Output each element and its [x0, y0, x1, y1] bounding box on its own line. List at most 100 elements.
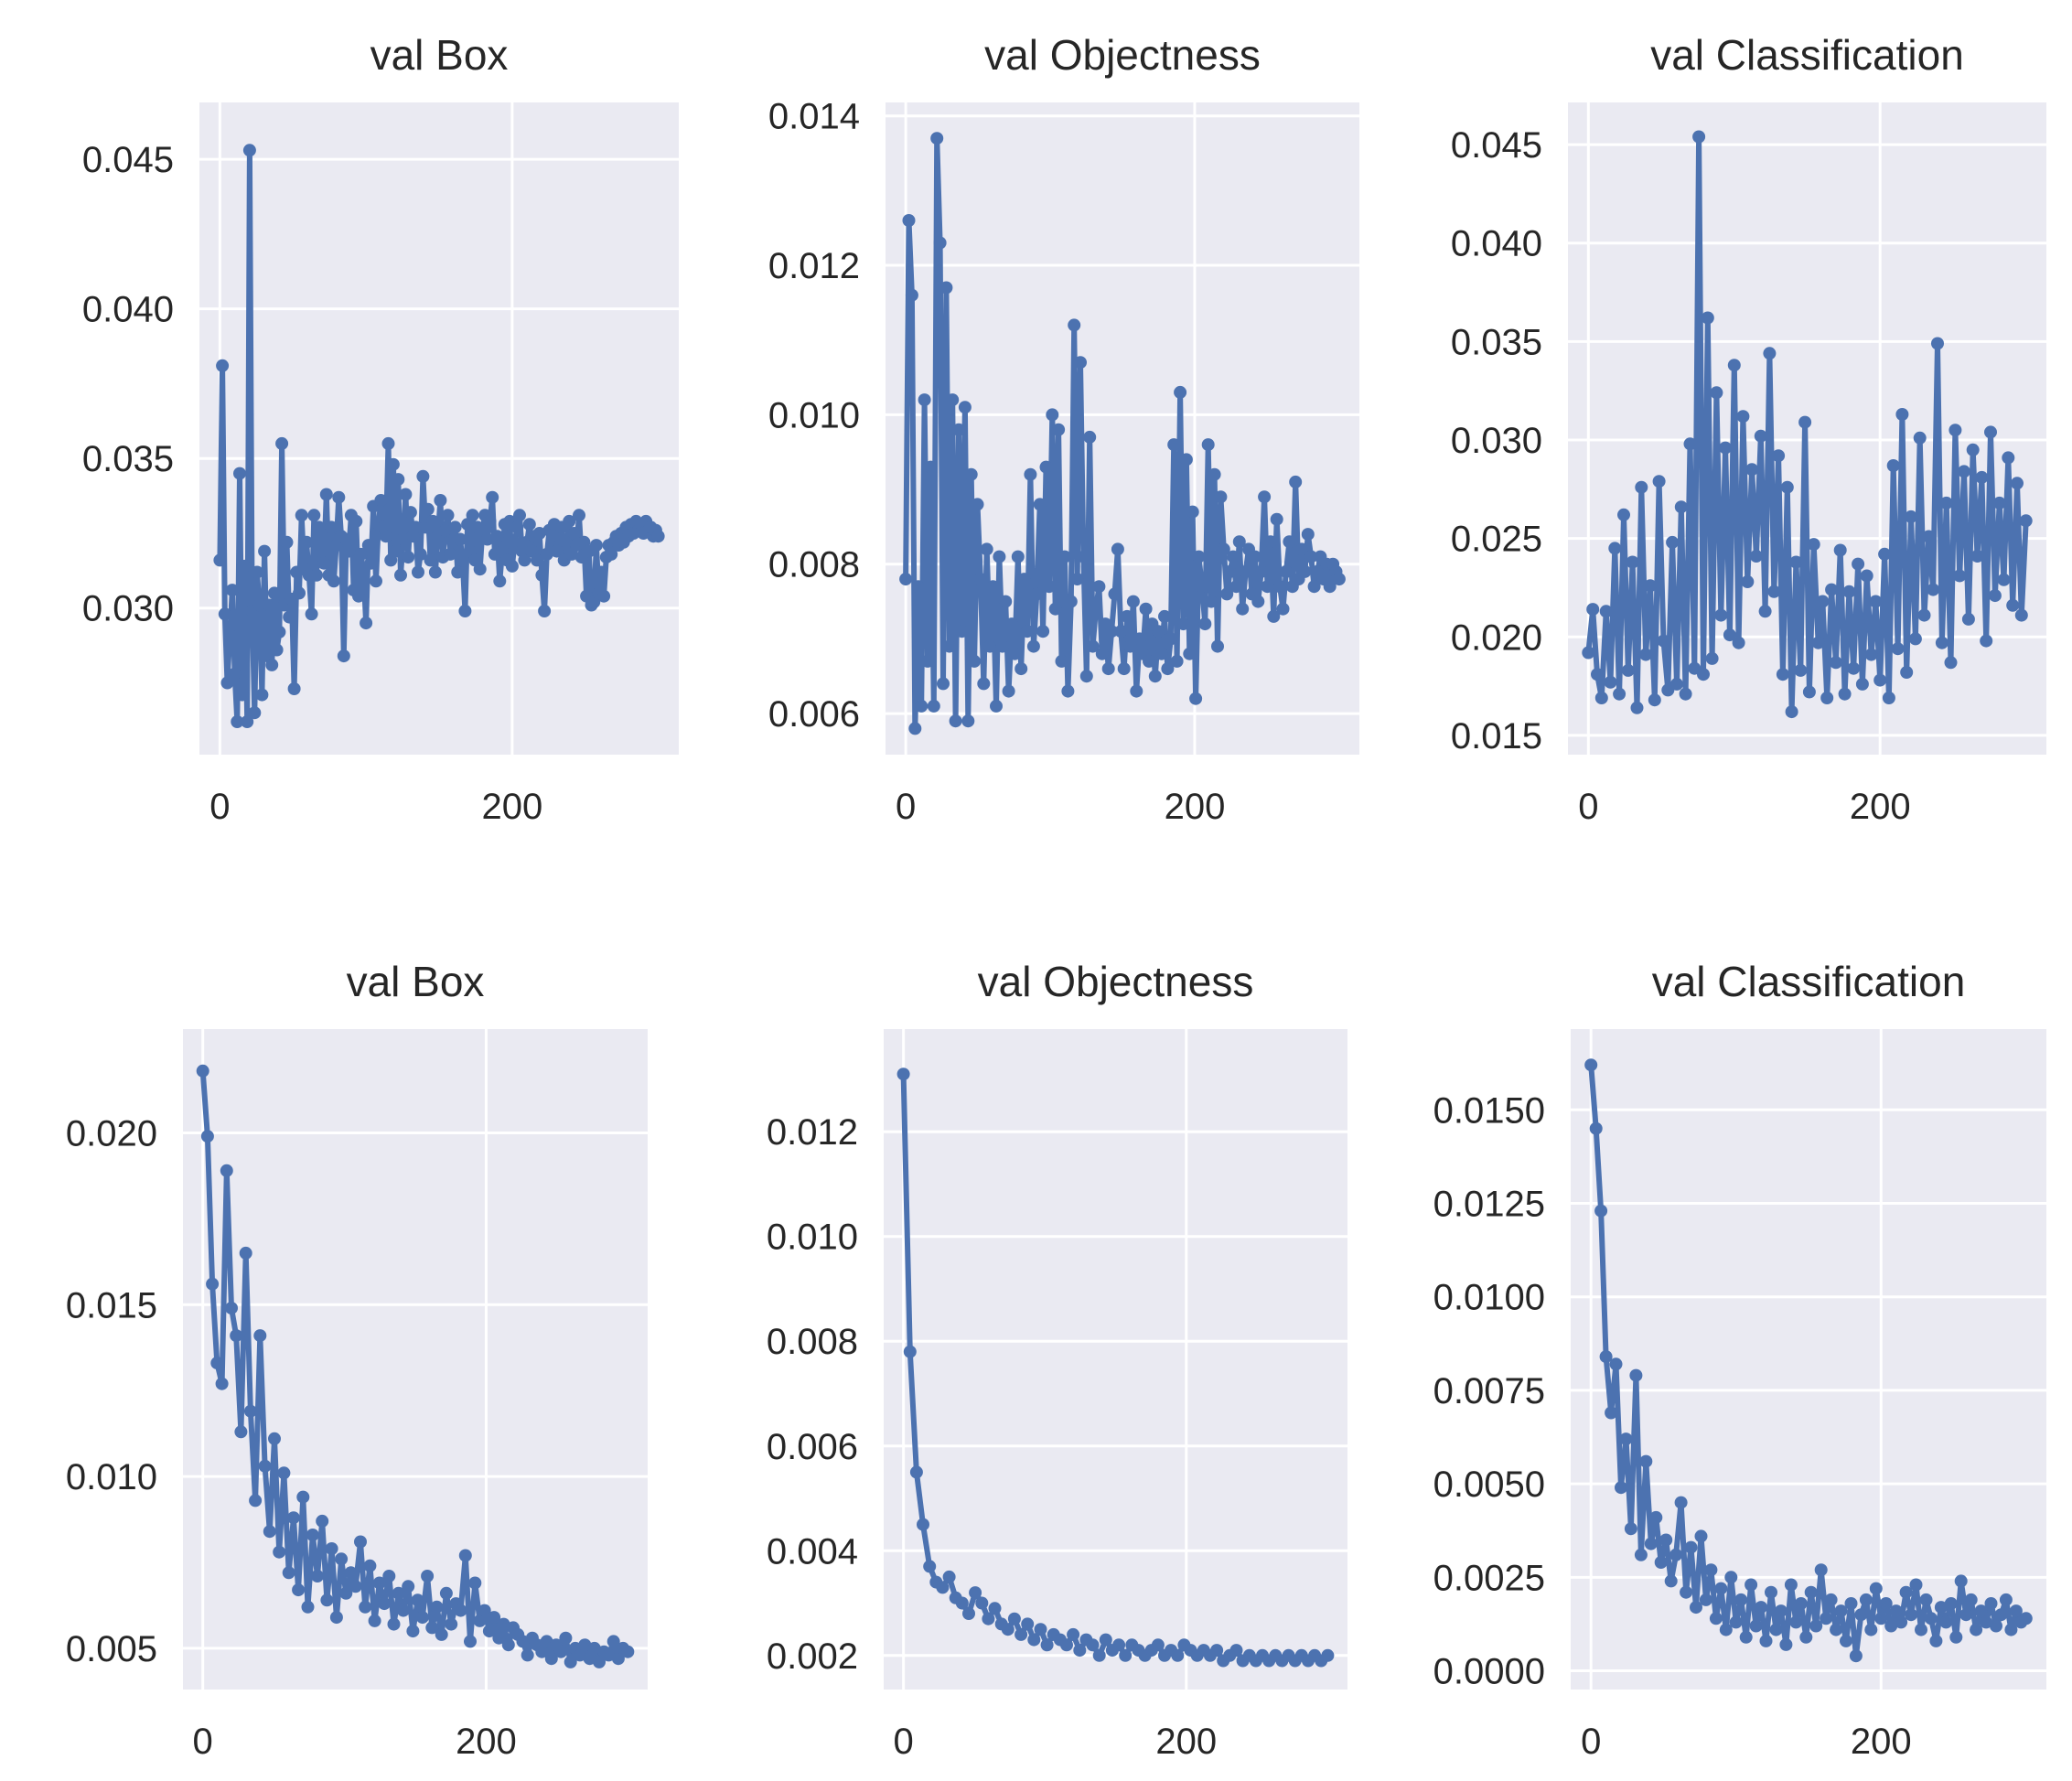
data-point — [554, 1645, 568, 1658]
data-point — [1217, 542, 1230, 556]
data-point — [1052, 423, 1066, 436]
data-point — [597, 589, 611, 603]
data-point — [1917, 608, 1931, 622]
data-point — [225, 1302, 238, 1314]
data-point — [349, 1580, 362, 1593]
data-point — [1934, 1601, 1948, 1615]
data-point — [962, 1607, 975, 1620]
data-point — [357, 565, 370, 579]
data-point — [1776, 668, 1789, 681]
data-point — [1784, 1578, 1798, 1592]
data-point — [578, 1638, 592, 1652]
data-point — [233, 467, 246, 480]
data-point — [1015, 662, 1028, 676]
data-point — [1307, 580, 1321, 594]
data-point — [1119, 1648, 1133, 1662]
data-point — [415, 1611, 429, 1625]
data-point — [1254, 564, 1268, 578]
data-point — [563, 514, 576, 528]
data-point — [1179, 453, 1193, 467]
data-point — [1953, 569, 1967, 583]
data-point — [1899, 1585, 1913, 1599]
data-point — [1908, 632, 1922, 646]
x-tick-label: 200 — [456, 1722, 517, 1762]
data-point — [1298, 564, 1312, 578]
data-point — [296, 1490, 310, 1504]
data-point — [1833, 543, 1847, 557]
data-point — [1874, 1612, 1888, 1625]
x-tick-label: 200 — [1165, 787, 1226, 827]
data-point — [930, 132, 944, 145]
data-point — [964, 467, 978, 481]
data-point — [312, 520, 326, 534]
data-point — [1811, 636, 1825, 649]
data-point — [1944, 656, 1958, 670]
data-point — [1719, 1623, 1733, 1636]
data-point — [1005, 617, 1018, 631]
data-point — [1690, 1601, 1702, 1615]
data-point — [252, 598, 266, 612]
data-point — [1589, 1121, 1603, 1135]
data-point — [1077, 550, 1090, 563]
data-point — [909, 1465, 923, 1479]
data-point — [403, 506, 417, 520]
data-point — [1030, 587, 1044, 601]
data-point — [270, 643, 284, 657]
data-point — [1095, 647, 1109, 660]
data-point — [428, 565, 442, 579]
data-point — [1090, 602, 1102, 616]
data-point — [396, 1604, 410, 1617]
data-point — [937, 677, 950, 691]
data-point — [392, 473, 405, 487]
data-point — [251, 565, 263, 579]
data-point — [651, 530, 665, 543]
data-point — [1011, 550, 1025, 563]
data-point — [1099, 1633, 1112, 1647]
data-point — [1067, 1627, 1080, 1641]
data-point — [196, 1064, 209, 1078]
data-point — [1064, 595, 1078, 608]
data-point — [1949, 424, 1962, 437]
data-point — [1074, 356, 1087, 370]
data-point — [1108, 587, 1122, 601]
data-point — [1263, 535, 1277, 549]
data-point — [310, 568, 323, 582]
data-point — [1086, 1638, 1100, 1652]
data-point — [435, 1627, 448, 1641]
data-point — [1617, 508, 1630, 521]
y-tick-label: 0.006 — [767, 1427, 858, 1467]
y-tick-label: 0.0075 — [1433, 1371, 1545, 1411]
data-point — [988, 1602, 1002, 1615]
x-tick-label: 0 — [209, 787, 230, 827]
data-point — [454, 1604, 467, 1617]
data-point — [908, 722, 922, 735]
data-point — [589, 539, 603, 553]
data-point — [1015, 1627, 1028, 1641]
data-point — [939, 281, 953, 295]
data-point — [354, 1535, 367, 1549]
y-tick-label: 0.0125 — [1433, 1185, 1545, 1225]
data-point — [1924, 1612, 1938, 1625]
data-point — [1754, 429, 1767, 443]
data-point — [370, 574, 382, 588]
data-point — [426, 514, 440, 528]
data-point — [1220, 587, 1234, 601]
data-point — [986, 580, 1000, 594]
data-point — [1092, 1648, 1106, 1662]
data-point — [1859, 1593, 1873, 1606]
data-point — [982, 1612, 995, 1625]
data-point — [1079, 670, 1093, 683]
data-point — [1609, 1357, 1623, 1371]
data-point — [1900, 666, 1914, 679]
data-point — [1873, 673, 1887, 687]
y-tick-label: 0.015 — [1451, 716, 1542, 756]
data-point — [1248, 550, 1261, 563]
chart-title: val Box — [370, 31, 509, 79]
data-point — [1605, 1406, 1618, 1420]
data-point — [936, 1581, 950, 1594]
data-point — [215, 1377, 229, 1390]
data-point — [263, 1525, 276, 1539]
data-point — [368, 1614, 381, 1627]
data-point — [1869, 1582, 1883, 1595]
y-tick-label: 0.002 — [767, 1636, 858, 1677]
